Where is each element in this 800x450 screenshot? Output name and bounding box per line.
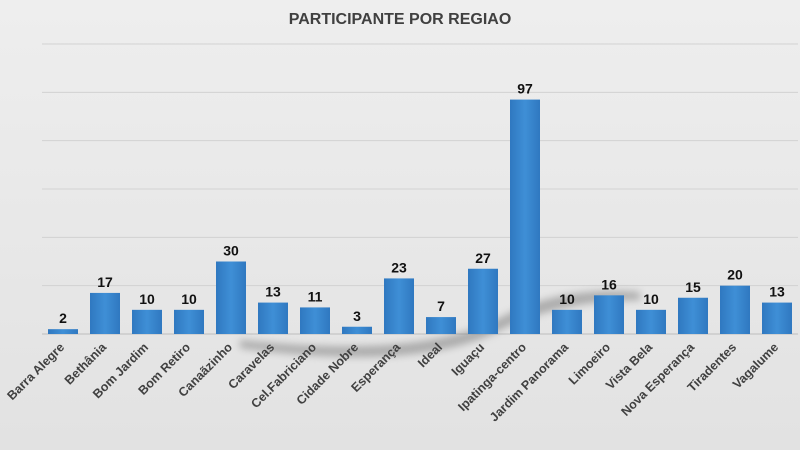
data-label: 2 (59, 310, 67, 326)
bar (678, 297, 708, 334)
data-label: 17 (97, 274, 113, 290)
data-label: 3 (353, 308, 361, 324)
data-label: 13 (265, 284, 281, 300)
data-labels: 2 17 10 10 30 13 11 3 23 7 27 97 10 16 10 15 20 13 (59, 81, 785, 327)
x-tick-label: Nova Esperança (618, 339, 697, 418)
bar (174, 309, 204, 334)
bar (300, 307, 330, 334)
data-label: 10 (559, 291, 575, 307)
data-label: 27 (475, 250, 491, 266)
bar (636, 309, 666, 334)
bar (468, 268, 498, 334)
x-tick-label: Barra Alegre (4, 340, 67, 403)
bar (48, 329, 78, 334)
bar (90, 292, 120, 334)
bar (132, 309, 162, 334)
data-label: 10 (643, 291, 659, 307)
bar (426, 317, 456, 334)
data-label: 15 (685, 279, 701, 295)
data-label: 30 (223, 243, 239, 259)
bar (552, 309, 582, 334)
data-label: 13 (769, 284, 785, 300)
bar (216, 261, 246, 334)
bar (762, 302, 792, 334)
x-tick-label: Jardim Panorama (487, 339, 572, 424)
bar (720, 285, 750, 334)
data-label: 7 (437, 298, 445, 314)
x-tick-label: Vagalume (730, 340, 781, 391)
data-label: 10 (139, 291, 155, 307)
data-label: 23 (391, 259, 407, 275)
bars (48, 99, 792, 334)
chart-title: PARTICIPANTE POR REGIAO (289, 11, 512, 28)
data-label: 97 (517, 81, 533, 97)
data-label: 11 (308, 288, 323, 304)
bar (594, 295, 624, 334)
bar (342, 326, 372, 334)
data-label: 20 (727, 267, 743, 283)
bar (258, 302, 288, 334)
bar (510, 99, 540, 334)
data-label: 16 (601, 276, 617, 292)
bar (384, 278, 414, 334)
gridlines (42, 43, 798, 335)
data-label: 10 (181, 291, 197, 307)
